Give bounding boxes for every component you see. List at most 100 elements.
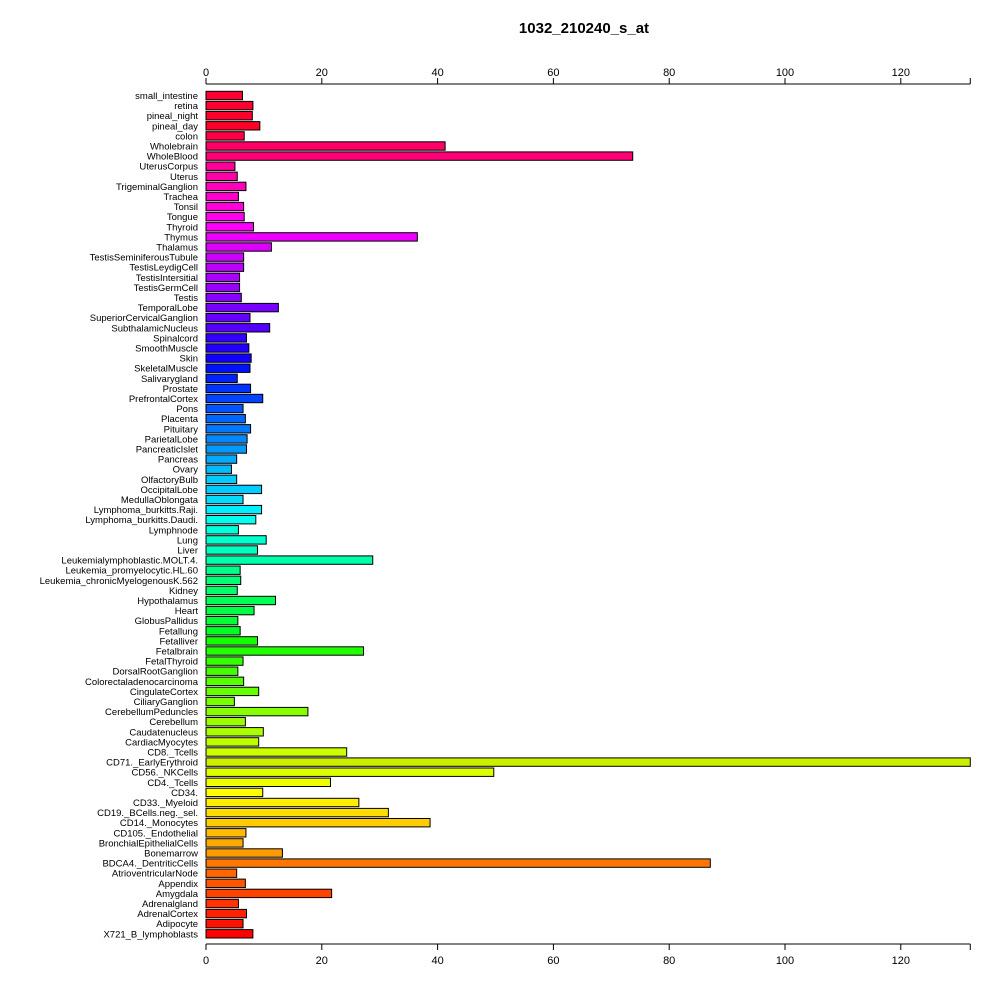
category-label: Caudatenucleus [129,727,198,738]
bar [205,929,254,939]
category-label: Leukemia_promyelocytic.HL.60 [65,566,198,577]
category-label: CD4._Tcells [147,778,198,789]
bar [205,797,360,808]
bar [205,616,239,626]
bar [205,525,239,535]
bar [205,515,257,525]
category-label: Hypothalamus [137,596,198,607]
bar [205,444,248,454]
bar [205,545,259,555]
bar [205,111,253,121]
bar [205,868,238,878]
bottom-axis-tick-label: 80 [663,955,675,967]
bar [205,575,242,585]
category-label: Placenta [161,414,199,425]
bar [205,414,246,424]
bar [205,656,244,666]
category-label: PrefrontalCortex [129,394,198,405]
bar [205,252,245,262]
bar [205,90,243,101]
category-label: colon [175,131,198,142]
category-label: CD8._Tcells [147,748,198,759]
category-label: CD56._NKCells [131,768,198,779]
bar [205,838,244,848]
category-label: Salivarygland [141,374,198,385]
bar [205,535,267,545]
top-axis-tick-label: 100 [776,67,794,79]
category-label: PancreaticIslet [136,445,199,456]
bar [205,828,247,838]
category-label: Lymphoma_burkitts.Raji. [94,505,198,516]
category-label: Uterus [170,172,198,183]
category-label: SuperiorCervicalGanglion [90,313,198,324]
bar [205,585,238,596]
bar [205,858,711,868]
category-label: Trachea [164,192,199,203]
category-label: Kidney [169,586,198,597]
category-label: OccipitalLobe [140,485,198,496]
bar [205,767,495,777]
bar [205,121,261,131]
bottom-axis-tick-label: 0 [203,955,209,967]
chart-title: 1032_210240_s_at [518,20,650,37]
category-label: AdrenalCortex [137,909,198,920]
category-label: Bonemarrow [144,849,198,860]
category-label: CD71._EarlyErythroid [106,758,198,769]
category-label: Skin [180,354,198,365]
category-label: TestisIntersitial [136,273,198,284]
bar [205,403,244,414]
category-label: DorsalRootGanglion [112,667,198,678]
category-label: Prostate [163,384,198,395]
category-label: Fetalbrain [156,647,198,658]
bar [205,757,971,767]
bar [205,383,252,394]
bar [205,504,263,515]
category-label: pineal_night [147,111,199,122]
bar [205,777,331,787]
category-label: CingulateCortex [130,687,198,698]
category-label: Spinalcord [153,333,198,344]
category-label: retina [174,101,198,112]
category-label: OlfactoryBulb [141,475,198,486]
bar [205,888,333,899]
category-label: WholeBlood [147,152,198,163]
bar [205,676,245,686]
category-label: Leukemialymphoblastic.MOLT.4. [61,556,198,567]
bar [205,424,252,434]
bar [205,302,279,313]
bar [205,393,264,404]
category-label: CD33._Myeloid [133,798,198,809]
category-label: Lymphnode [149,525,198,536]
category-label: UterusCorpus [139,162,198,173]
bar [205,818,431,828]
bar [205,292,242,303]
bar [205,242,272,252]
bar [205,898,239,909]
bar [205,737,260,747]
category-label: CD105._Endothelial [113,828,198,839]
category-label: TestisLeydigCell [129,263,198,274]
category-label: Pons [176,404,198,415]
category-label: Appendix [158,879,198,890]
category-label: CD14._Monocytes [120,818,198,829]
category-label: Wholebrain [150,142,198,153]
bar [205,666,239,676]
category-label: TemporalLobe [138,303,198,314]
bar [205,727,264,737]
bar [205,333,248,343]
category-label: Cerebellum [149,717,198,728]
bar [205,807,389,818]
bar [205,878,246,888]
bar [205,696,235,707]
category-label: SmoothMuscle [135,344,198,355]
bar [205,282,241,293]
category-label: Lymphoma_burkitts.Daudi. [85,515,198,526]
category-label: AtrioventricularNode [112,869,198,880]
category-label: GlobusPallidus [135,616,199,627]
category-label: Pancreas [158,455,198,466]
category-label: Testis [174,293,199,304]
bar [205,626,241,636]
top-axis-tick-label: 80 [663,67,675,79]
bar [205,636,259,646]
